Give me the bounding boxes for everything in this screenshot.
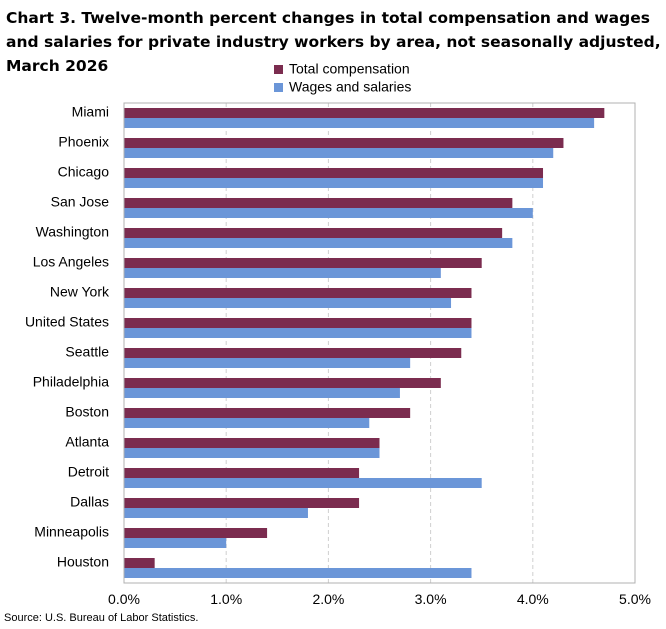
bar-chart: Total compensation Wages and salaries Mia… (25, 61, 651, 607)
bar-wages-and-salaries (124, 148, 554, 158)
legend-swatch (274, 65, 283, 74)
category-label: Dallas (70, 494, 109, 510)
bar-wages-and-salaries (124, 238, 513, 248)
bar-wages-and-salaries (124, 508, 308, 518)
bar-total-compensation (124, 168, 544, 178)
bar-wages-and-salaries (124, 418, 370, 428)
bar-total-compensation (124, 258, 482, 268)
legend-swatch (274, 83, 283, 92)
category-label: Miami (72, 104, 109, 120)
bar-total-compensation (124, 528, 268, 538)
source-note: Source: U.S. Bureau of Labor Statistics. (4, 612, 199, 624)
x-tick-labels: 0.0% 1.0% 2.0% 3.0% 4.0% 5.0% (108, 591, 651, 607)
category-label: Los Angeles (33, 254, 109, 270)
bar-total-compensation (124, 408, 411, 418)
category-label: Boston (65, 404, 109, 420)
bar-wages-and-salaries (124, 118, 595, 128)
bar-total-compensation (124, 348, 462, 358)
bar-wages-and-salaries (124, 538, 227, 548)
category-label: Seattle (65, 344, 109, 360)
bar-total-compensation (124, 378, 441, 388)
chart-title: Chart 3. Twelve-month percent changes in… (6, 9, 661, 75)
category-label: Minneapolis (34, 524, 109, 540)
bar-total-compensation (124, 468, 360, 478)
bar-wages-and-salaries (124, 298, 452, 308)
bar-wages-and-salaries (124, 388, 400, 398)
bar-wages-and-salaries (124, 478, 482, 488)
category-label: Detroit (68, 464, 109, 480)
x-tick-label: 4.0% (517, 591, 549, 607)
x-tick-label: 5.0% (619, 591, 651, 607)
bar-total-compensation (124, 438, 380, 448)
bar-total-compensation (124, 138, 564, 148)
category-labels: Miami Phoenix Chicago San Jose Washington Los… (25, 104, 110, 570)
bar-total-compensation (124, 228, 503, 238)
bars (124, 108, 605, 578)
category-label: Chicago (58, 164, 110, 180)
category-label: Philadelphia (33, 374, 109, 390)
x-tick-label: 3.0% (415, 591, 447, 607)
legend-label: Wages and salaries (289, 79, 411, 95)
bar-wages-and-salaries (124, 328, 472, 338)
legend-label: Total compensation (289, 61, 410, 77)
category-label: Phoenix (58, 134, 109, 150)
bar-wages-and-salaries (124, 358, 411, 368)
category-label: Washington (36, 224, 109, 240)
legend: Total compensation Wages and salaries (274, 61, 411, 95)
bar-wages-and-salaries (124, 178, 544, 188)
category-label: Atlanta (65, 434, 109, 450)
plot-area-border (123, 102, 636, 584)
bar-wages-and-salaries (124, 448, 380, 458)
category-label: Houston (57, 554, 109, 570)
bar-total-compensation (124, 318, 472, 328)
x-tick-label: 0.0% (108, 591, 140, 607)
x-tick-label: 2.0% (312, 591, 344, 607)
category-label: New York (50, 284, 110, 300)
bar-total-compensation (124, 288, 472, 298)
bar-wages-and-salaries (124, 268, 441, 278)
bar-total-compensation (124, 108, 605, 118)
bar-total-compensation (124, 558, 155, 568)
bar-total-compensation (124, 498, 360, 508)
category-label: San Jose (51, 194, 110, 210)
category-label: United States (25, 314, 109, 330)
bar-total-compensation (124, 198, 513, 208)
x-tick-label: 1.0% (210, 591, 242, 607)
bar-wages-and-salaries (124, 568, 472, 578)
bar-wages-and-salaries (124, 208, 533, 218)
